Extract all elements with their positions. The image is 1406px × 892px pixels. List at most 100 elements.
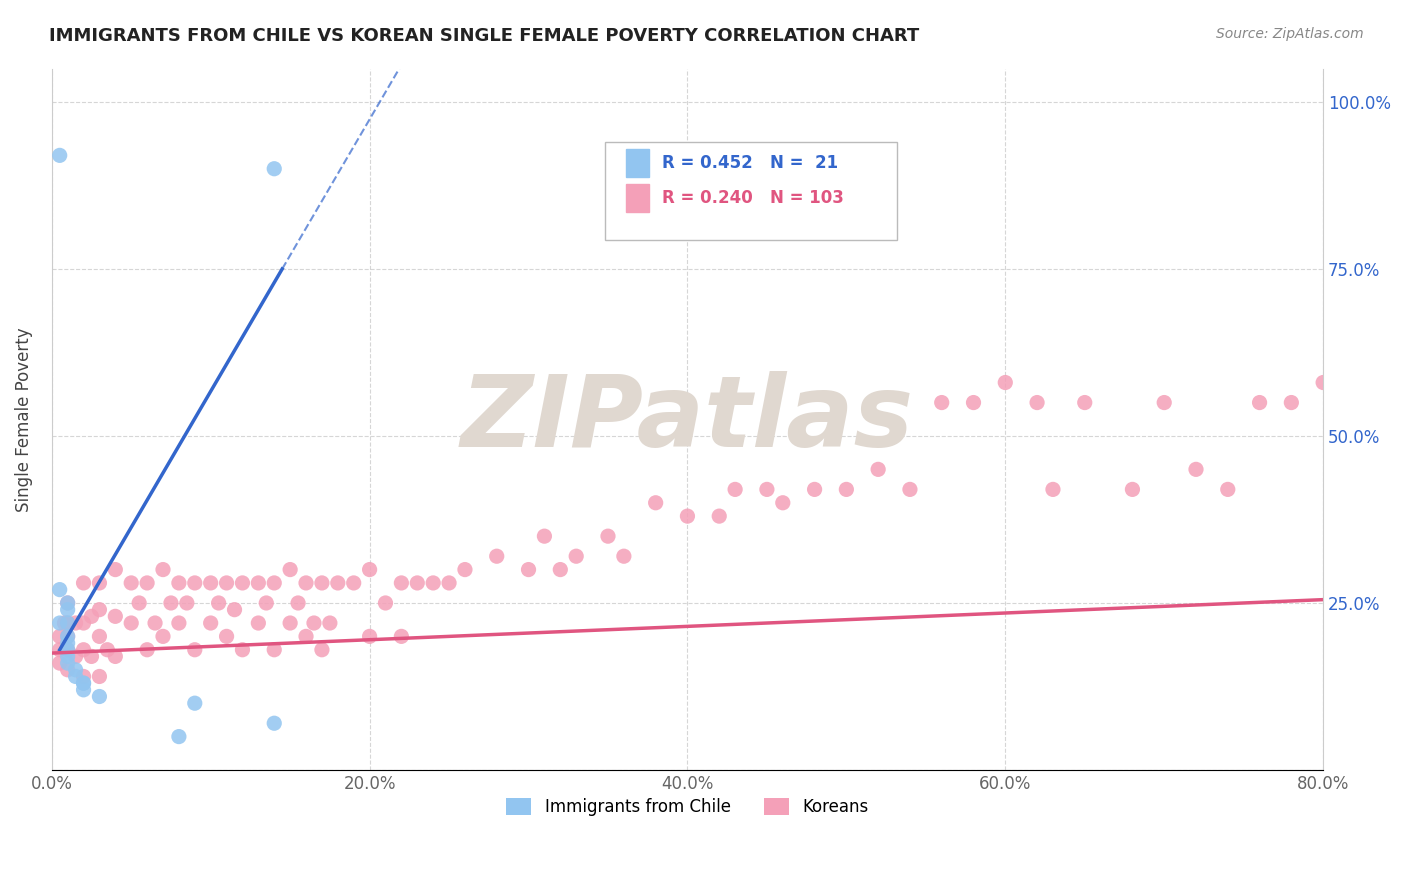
Point bbox=[56, 636, 79, 650]
FancyBboxPatch shape bbox=[605, 142, 897, 240]
Point bbox=[65, 649, 87, 664]
Point bbox=[176, 596, 198, 610]
Point bbox=[898, 483, 921, 497]
Point bbox=[374, 596, 396, 610]
Point bbox=[278, 615, 301, 630]
Bar bbox=[627, 149, 650, 178]
Point bbox=[104, 609, 127, 624]
Point bbox=[56, 629, 79, 643]
Point bbox=[931, 395, 953, 409]
Point bbox=[48, 656, 70, 670]
Point bbox=[1312, 376, 1334, 390]
Point bbox=[295, 576, 318, 591]
Point bbox=[295, 629, 318, 643]
Point bbox=[167, 576, 190, 591]
Point bbox=[517, 563, 540, 577]
Point bbox=[231, 642, 253, 657]
Point bbox=[56, 596, 79, 610]
Point bbox=[48, 615, 70, 630]
Point bbox=[389, 629, 412, 643]
Point bbox=[215, 576, 238, 591]
Point bbox=[1153, 395, 1175, 409]
Point bbox=[152, 629, 174, 643]
Point bbox=[326, 576, 349, 591]
Point bbox=[128, 596, 150, 610]
Point bbox=[772, 496, 794, 510]
Point bbox=[104, 649, 127, 664]
Point bbox=[803, 483, 825, 497]
Point bbox=[89, 602, 111, 616]
Point bbox=[56, 656, 79, 670]
Point bbox=[120, 615, 142, 630]
Point bbox=[454, 563, 477, 577]
Point bbox=[167, 730, 190, 744]
Point bbox=[72, 615, 94, 630]
Point bbox=[1074, 395, 1097, 409]
Point bbox=[72, 576, 94, 591]
Point bbox=[152, 563, 174, 577]
Point bbox=[136, 642, 159, 657]
Point bbox=[359, 563, 381, 577]
Point bbox=[311, 576, 333, 591]
Point bbox=[613, 549, 636, 564]
Text: R = 0.240   N = 103: R = 0.240 N = 103 bbox=[662, 189, 844, 207]
Point bbox=[644, 496, 666, 510]
Point bbox=[143, 615, 166, 630]
Point bbox=[104, 563, 127, 577]
Point bbox=[263, 161, 285, 176]
Point bbox=[56, 649, 79, 664]
Point bbox=[89, 576, 111, 591]
Point bbox=[755, 483, 778, 497]
Point bbox=[56, 602, 79, 616]
Point bbox=[485, 549, 508, 564]
Point bbox=[1344, 395, 1367, 409]
Point bbox=[835, 483, 858, 497]
Point bbox=[207, 596, 229, 610]
Point bbox=[56, 596, 79, 610]
Point bbox=[287, 596, 309, 610]
Point bbox=[200, 615, 222, 630]
Point bbox=[422, 576, 444, 591]
Point bbox=[65, 663, 87, 677]
Point bbox=[724, 483, 747, 497]
Point bbox=[263, 576, 285, 591]
Point bbox=[263, 716, 285, 731]
Point bbox=[48, 629, 70, 643]
Point bbox=[962, 395, 984, 409]
Text: ZIPatlas: ZIPatlas bbox=[461, 371, 914, 467]
Point bbox=[56, 629, 79, 643]
Point bbox=[533, 529, 555, 543]
Point bbox=[406, 576, 429, 591]
Point bbox=[80, 609, 103, 624]
Point bbox=[247, 615, 270, 630]
Point bbox=[184, 642, 207, 657]
Point bbox=[56, 642, 79, 657]
Point bbox=[709, 509, 731, 524]
Bar bbox=[627, 185, 650, 212]
Point bbox=[1249, 395, 1271, 409]
Point bbox=[1216, 483, 1239, 497]
Point bbox=[65, 669, 87, 683]
Point bbox=[200, 576, 222, 591]
Point bbox=[184, 696, 207, 710]
Point bbox=[1185, 462, 1208, 476]
Point bbox=[1042, 483, 1064, 497]
Point bbox=[72, 676, 94, 690]
Point bbox=[89, 690, 111, 704]
Point bbox=[254, 596, 277, 610]
Text: Source: ZipAtlas.com: Source: ZipAtlas.com bbox=[1216, 27, 1364, 41]
Point bbox=[56, 663, 79, 677]
Point bbox=[215, 629, 238, 643]
Point bbox=[231, 576, 253, 591]
Y-axis label: Single Female Poverty: Single Female Poverty bbox=[15, 327, 32, 512]
Point bbox=[1121, 483, 1143, 497]
Point bbox=[89, 669, 111, 683]
Point bbox=[359, 629, 381, 643]
Point bbox=[278, 563, 301, 577]
Point bbox=[72, 682, 94, 697]
Point bbox=[48, 642, 70, 657]
Point bbox=[160, 596, 183, 610]
Point bbox=[302, 615, 325, 630]
Point bbox=[263, 642, 285, 657]
Text: R = 0.452   N =  21: R = 0.452 N = 21 bbox=[662, 154, 838, 172]
